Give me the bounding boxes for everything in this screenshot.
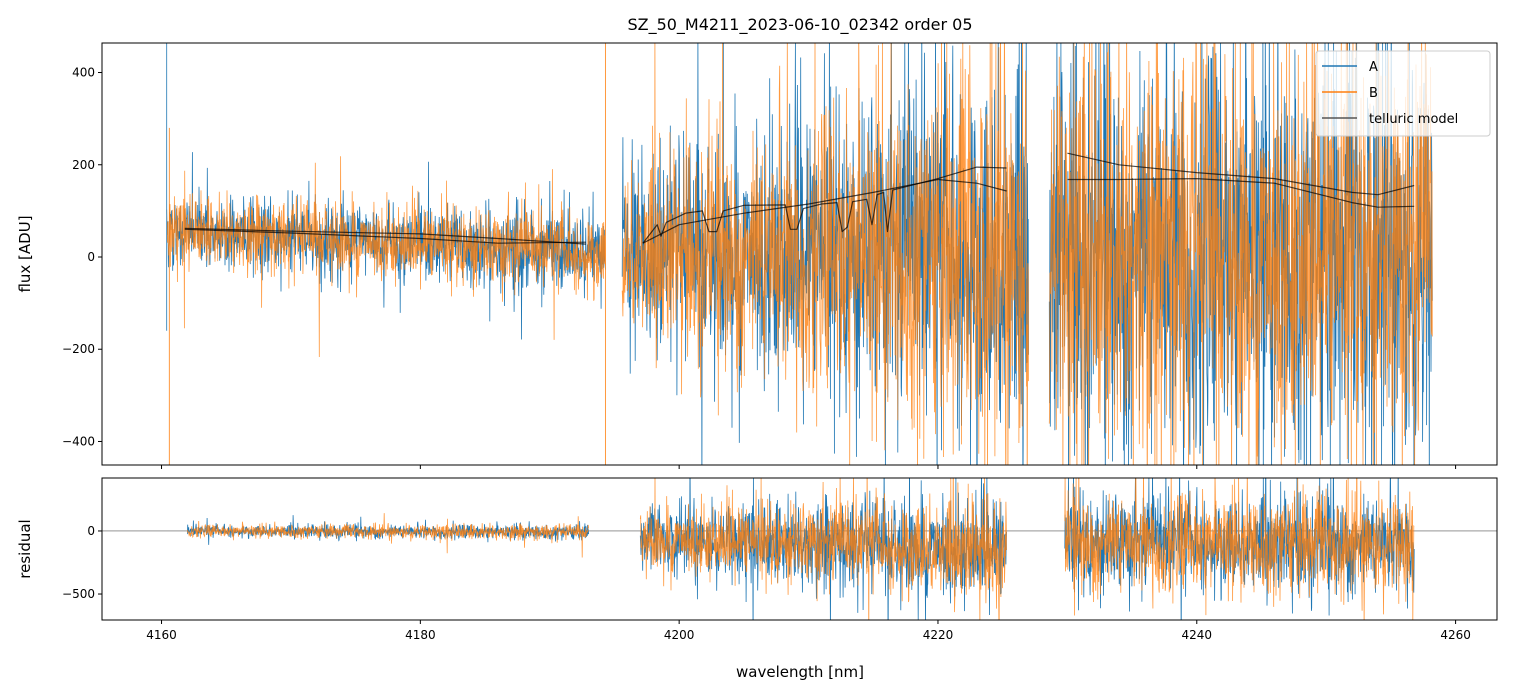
series-b-segment-3 <box>1064 478 1415 620</box>
series-b-segment-2 <box>639 478 1007 620</box>
telluric-model-line-4 <box>642 178 1007 244</box>
series-b-segment-1 <box>166 156 606 358</box>
x-tick-label: 4160 <box>146 628 177 642</box>
flux-axes: −400 −200 0 200 400 <box>62 42 1498 469</box>
residual-axes: −500 0 4160 4180 4200 4220 4240 4260 <box>62 477 1498 642</box>
telluric-model-line-1 <box>184 228 587 244</box>
x-tick-label: 4260 <box>1440 628 1471 642</box>
x-tick-label: 4240 <box>1182 628 1213 642</box>
telluric-model-line-6 <box>1067 178 1415 208</box>
residual-axes-frame <box>101 477 1498 621</box>
legend-label-b: B <box>1369 86 1378 101</box>
y-tick-label: 0 <box>87 250 95 264</box>
x-axis-label: wavelength [nm] <box>736 663 864 681</box>
y-tick-label: −400 <box>62 434 95 448</box>
series-b-segment-1 <box>187 513 589 558</box>
legend-label-telluric: telluric model <box>1369 112 1458 127</box>
telluric-model-line-5 <box>1067 152 1415 196</box>
chart-title: SZ_50_M4211_2023-06-10_02342 order 05 <box>627 15 972 35</box>
legend: A B telluric model <box>1315 50 1491 137</box>
residual-plot-area <box>102 478 1497 620</box>
y-tick-label: −200 <box>62 342 95 356</box>
flux-axes-frame <box>101 42 1498 466</box>
y-tick-label: 400 <box>72 66 95 80</box>
flux-plot-area <box>166 43 1433 465</box>
legend-label-a: A <box>1369 60 1378 75</box>
telluric-model-line-3 <box>642 166 1007 244</box>
x-tick-label: 4200 <box>664 628 695 642</box>
x-tick-label: 4220 <box>923 628 954 642</box>
series-b-segment-3 <box>1048 43 1433 465</box>
y-tick-label: 0 <box>87 524 95 538</box>
y-tick-label: −500 <box>62 587 95 601</box>
series-b-segment-2 <box>621 43 1029 465</box>
telluric-model-line-2 <box>184 227 587 245</box>
y-axis-label-flux: flux [ADU] <box>16 215 34 292</box>
legend-box <box>1315 50 1491 137</box>
y-axis-label-residual: residual <box>16 519 34 578</box>
y-tick-label: 200 <box>72 158 95 172</box>
x-tick-label: 4180 <box>405 628 436 642</box>
